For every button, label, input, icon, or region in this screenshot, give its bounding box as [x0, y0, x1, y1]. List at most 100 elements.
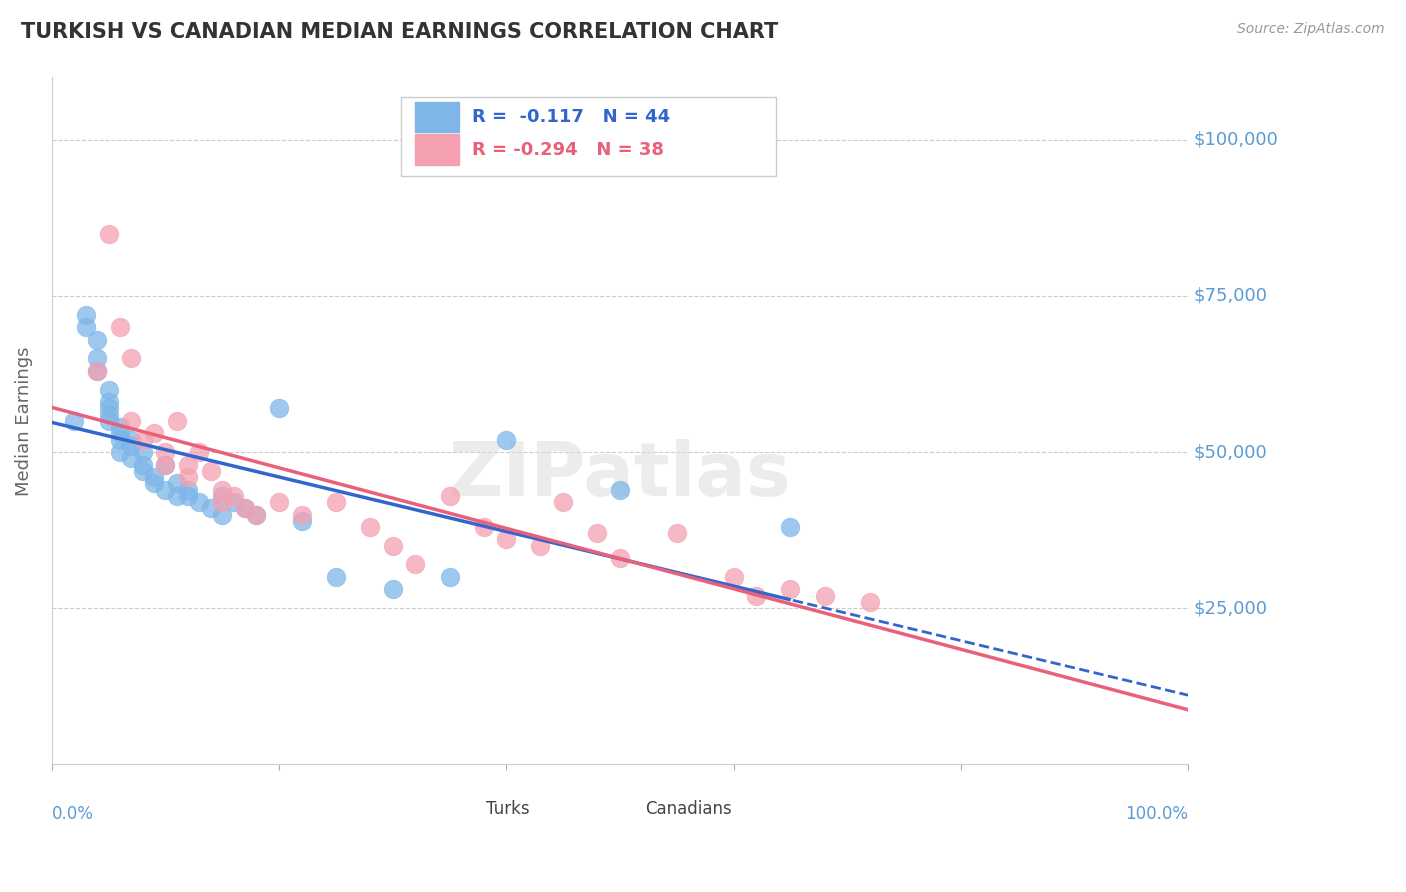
Text: R = -0.294   N = 38: R = -0.294 N = 38: [472, 141, 664, 159]
Text: $25,000: $25,000: [1194, 599, 1268, 617]
Point: [291, 514, 314, 528]
Point: [472, 520, 495, 534]
Text: 100.0%: 100.0%: [1125, 805, 1188, 823]
Point: [86, 364, 108, 378]
Text: $100,000: $100,000: [1194, 131, 1278, 149]
Bar: [415, 103, 458, 132]
Point: [381, 539, 404, 553]
Bar: [456, 797, 481, 822]
Point: [97, 408, 120, 422]
Point: [131, 445, 153, 459]
Text: Canadians: Canadians: [645, 800, 731, 818]
Point: [222, 495, 245, 509]
Point: [779, 520, 801, 534]
Point: [291, 508, 314, 522]
Point: [188, 495, 211, 509]
Point: [131, 433, 153, 447]
Point: [131, 464, 153, 478]
Point: [200, 464, 222, 478]
Point: [155, 458, 177, 472]
Point: [211, 495, 233, 509]
Point: [200, 501, 222, 516]
Point: [86, 333, 108, 347]
Point: [143, 470, 166, 484]
Point: [120, 351, 142, 366]
Point: [155, 445, 177, 459]
Point: [143, 426, 166, 441]
Point: [120, 439, 142, 453]
Point: [359, 520, 381, 534]
Text: $75,000: $75,000: [1194, 287, 1268, 305]
Point: [131, 458, 153, 472]
Point: [143, 476, 166, 491]
Point: [325, 570, 347, 584]
Point: [177, 483, 200, 497]
Point: [553, 495, 575, 509]
Point: [381, 582, 404, 597]
Point: [166, 414, 188, 428]
Point: [245, 508, 267, 522]
FancyBboxPatch shape: [401, 96, 776, 176]
Point: [97, 395, 120, 409]
Point: [108, 320, 131, 334]
Point: [63, 414, 86, 428]
Text: R =  -0.117   N = 44: R = -0.117 N = 44: [472, 108, 671, 127]
Point: [86, 364, 108, 378]
Point: [267, 495, 290, 509]
Text: TURKISH VS CANADIAN MEDIAN EARNINGS CORRELATION CHART: TURKISH VS CANADIAN MEDIAN EARNINGS CORR…: [21, 22, 779, 42]
Point: [166, 489, 188, 503]
Y-axis label: Median Earnings: Median Earnings: [15, 346, 32, 496]
Point: [325, 495, 347, 509]
Point: [97, 383, 120, 397]
Point: [495, 433, 517, 447]
Point: [211, 483, 233, 497]
Point: [155, 483, 177, 497]
Point: [267, 401, 290, 416]
Point: [586, 526, 609, 541]
Point: [86, 351, 108, 366]
Point: [665, 526, 688, 541]
Point: [177, 489, 200, 503]
Point: [723, 570, 745, 584]
Point: [120, 451, 142, 466]
Point: [97, 227, 120, 241]
Point: [120, 433, 142, 447]
Point: [222, 489, 245, 503]
Point: [245, 508, 267, 522]
Point: [609, 483, 631, 497]
Text: Turks: Turks: [486, 800, 530, 818]
Point: [97, 401, 120, 416]
Text: $50,000: $50,000: [1194, 443, 1268, 461]
Point: [495, 533, 517, 547]
Point: [166, 476, 188, 491]
Point: [155, 458, 177, 472]
Point: [211, 489, 233, 503]
Point: [859, 595, 882, 609]
Point: [439, 570, 461, 584]
Bar: [415, 135, 458, 165]
Point: [813, 589, 835, 603]
Point: [529, 539, 551, 553]
Point: [108, 426, 131, 441]
Point: [177, 458, 200, 472]
Text: ZIPatlas: ZIPatlas: [449, 439, 792, 512]
Point: [233, 501, 256, 516]
Point: [233, 501, 256, 516]
Point: [75, 320, 97, 334]
Point: [177, 470, 200, 484]
Point: [120, 414, 142, 428]
Point: [75, 308, 97, 322]
Point: [108, 420, 131, 434]
Point: [108, 445, 131, 459]
Point: [745, 589, 768, 603]
Point: [439, 489, 461, 503]
Point: [108, 433, 131, 447]
Bar: [614, 797, 640, 822]
Text: Source: ZipAtlas.com: Source: ZipAtlas.com: [1237, 22, 1385, 37]
Point: [188, 445, 211, 459]
Point: [779, 582, 801, 597]
Point: [609, 551, 631, 566]
Point: [404, 558, 426, 572]
Point: [97, 414, 120, 428]
Point: [211, 508, 233, 522]
